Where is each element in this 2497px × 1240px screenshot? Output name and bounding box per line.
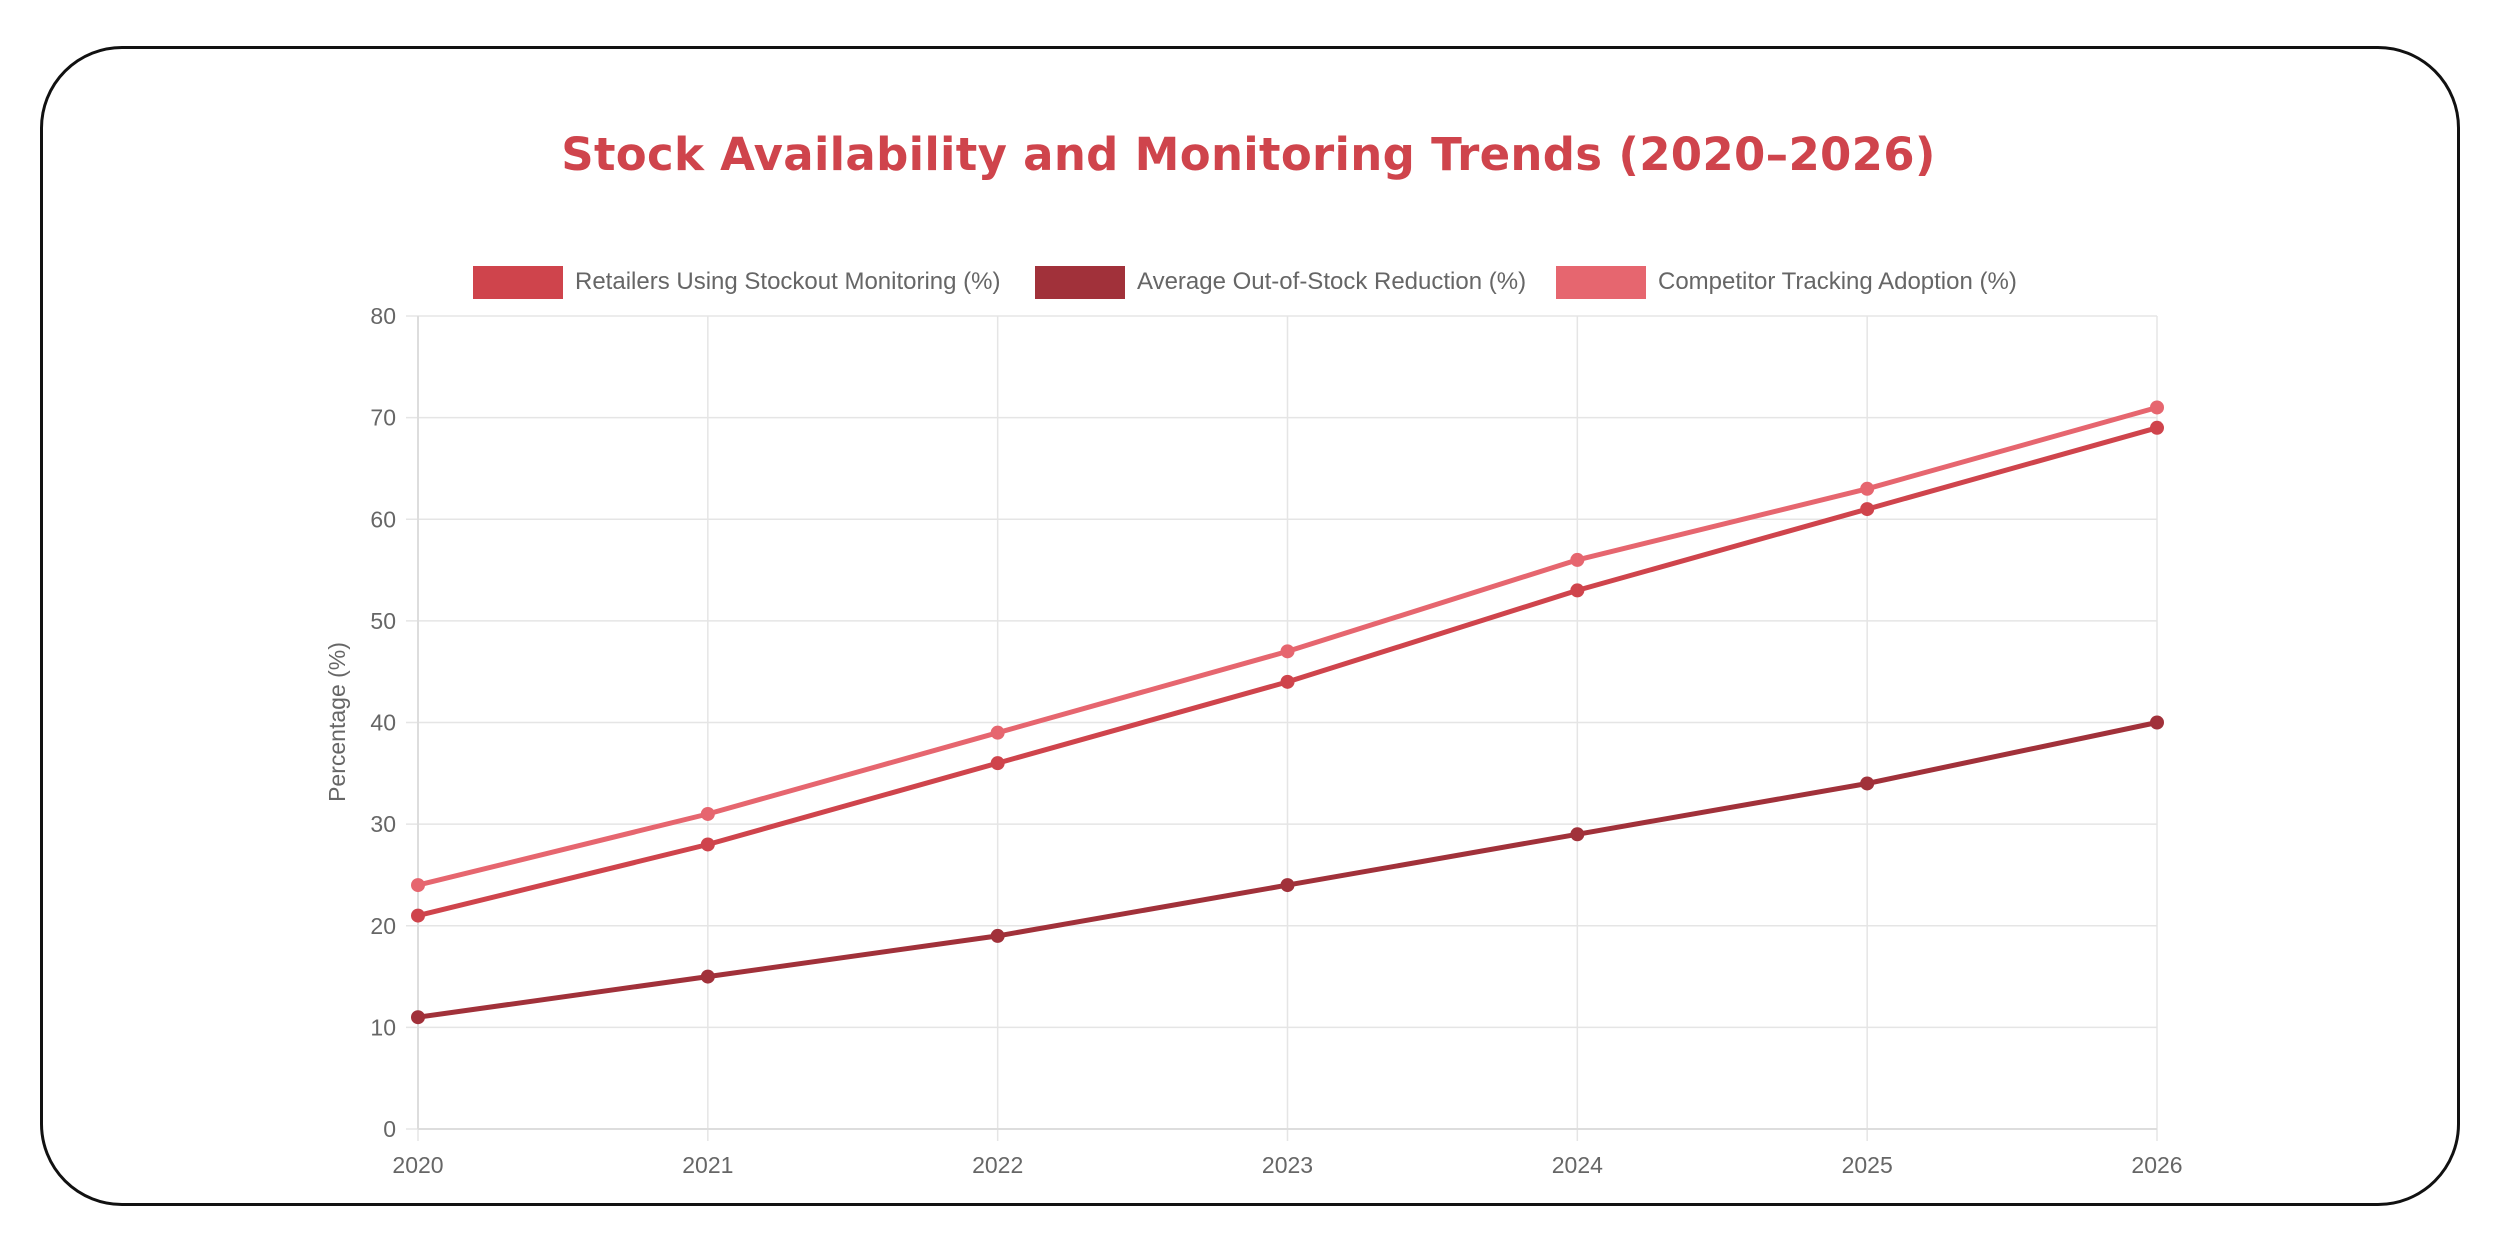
data-point (2150, 715, 2164, 730)
y-tick-label: 30 (370, 811, 396, 837)
data-point (1570, 583, 1585, 598)
data-point (2150, 400, 2164, 415)
y-tick-label: 50 (370, 608, 396, 634)
legend-label: Competitor Tracking Adoption (%) (1658, 268, 2017, 295)
y-tick-label: 60 (370, 506, 396, 532)
data-point (990, 756, 1005, 771)
y-tick-label: 70 (370, 405, 396, 431)
x-tick-label: 2021 (682, 1152, 733, 1178)
data-point (1860, 776, 1875, 791)
series-points (411, 400, 2164, 1025)
data-point (990, 928, 1005, 943)
x-tick-label: 2020 (392, 1152, 443, 1178)
data-point (2150, 420, 2164, 435)
data-point (1860, 481, 1875, 496)
y-axis-title: Percentage (%) (324, 642, 350, 802)
legend-item-competitor-tracking[interactable]: Competitor Tracking Adoption (%) (1556, 264, 2017, 300)
chart-legend: Retailers Using Stockout Monitoring (%) … (0, 264, 2497, 300)
data-point (700, 837, 715, 852)
data-point (411, 1010, 425, 1025)
data-point (700, 806, 715, 821)
data-point (411, 908, 425, 923)
y-tick-label: 10 (370, 1014, 396, 1040)
data-point (1280, 878, 1295, 893)
y-tick-label: 0 (383, 1116, 396, 1142)
data-point (700, 969, 715, 984)
data-point (1570, 552, 1585, 567)
legend-swatch (1556, 265, 1646, 299)
data-point (1570, 827, 1585, 842)
legend-label: Average Out-of-Stock Reduction (%) (1137, 268, 1527, 295)
x-tick-label: 2023 (1262, 1152, 1313, 1178)
chart-title: Stock Availability and Monitoring Trends… (561, 128, 1936, 181)
data-point (1860, 502, 1875, 517)
data-point (990, 725, 1005, 740)
y-tick-label: 40 (370, 710, 396, 736)
y-tick-label: 20 (370, 913, 396, 939)
x-tick-label: 2026 (2131, 1152, 2182, 1178)
x-tick-label: 2025 (1842, 1152, 1893, 1178)
legend-item-out-of-stock-reduction[interactable]: Average Out-of-Stock Reduction (%) (1035, 264, 1526, 300)
data-point (1280, 644, 1295, 659)
x-tick-label: 2022 (972, 1152, 1023, 1178)
data-point (1280, 674, 1295, 689)
grid-lines (406, 315, 2158, 1141)
y-tick-label: 80 (370, 303, 396, 329)
legend-swatch (473, 265, 563, 299)
legend-swatch (1035, 265, 1125, 299)
data-point (411, 878, 425, 893)
axis-ticks: 0 10 20 30 40 50 60 70 80 2020 2021 2022 2023 2024 202… (370, 303, 2182, 1178)
legend-label: Retailers Using Stockout Monitoring (%) (575, 268, 1001, 295)
x-tick-label: 2024 (1552, 1152, 1603, 1178)
legend-item-retailers-monitoring[interactable]: Retailers Using Stockout Monitoring (%) (473, 264, 1001, 300)
